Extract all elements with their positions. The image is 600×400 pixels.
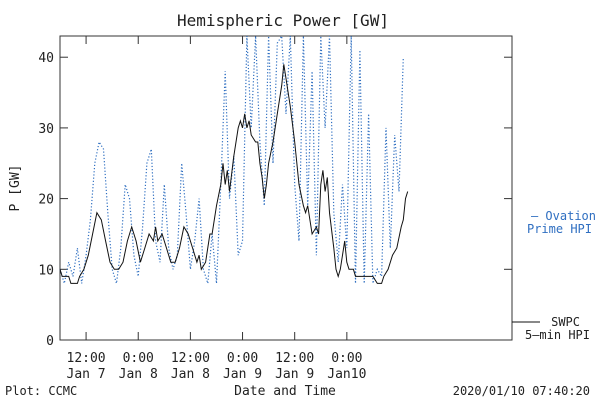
x-axis-label: Date and Time [234,384,336,399]
x-tick-label-time: 12:00 [67,351,106,366]
x-tick-label-time: 0:00 [227,351,258,366]
y-tick-label: 40 [38,51,54,66]
x-tick-label-date: Jan10 [327,367,366,382]
chart-title: Hemispheric Power [GW] [177,11,389,30]
y-tick-label: 0 [46,334,54,349]
legend-ovation-line1: — Ovation [531,209,596,223]
legend-ovation-line2: Prime HPI [527,222,592,236]
x-tick-label-date: Jan 9 [223,367,262,382]
x-tick-label-time: 12:00 [171,351,210,366]
y-tick-label: 30 [38,122,54,137]
ovation-prime-series-line [59,34,404,284]
y-axis-label: P [GW] [8,165,23,212]
plot-frame [59,35,513,341]
y-tick-label: 20 [38,193,54,208]
legend-swpc-line2: 5—min HPI [525,328,590,342]
x-tick-label-time: 12:00 [275,351,314,366]
swpc-series-line [59,64,409,284]
legend-swpc-line1: SWPC [551,315,580,329]
x-tick-label-time: 0:00 [123,351,154,366]
plot-timestamp: 2020/01/10 07:40:20 [453,384,590,398]
x-tick-label-time: 0:00 [331,351,362,366]
x-tick-label-date: Jan 9 [275,367,314,382]
x-tick-label-date: Jan 8 [119,367,158,382]
y-tick-label: 10 [38,263,54,278]
series-layer [59,34,409,284]
plot-credit: Plot: CCMC [5,384,77,398]
x-tick-label-date: Jan 7 [67,367,106,382]
x-tick-label-date: Jan 8 [171,367,210,382]
y-axis-ticks: 0 10 20 30 40 [38,51,512,349]
